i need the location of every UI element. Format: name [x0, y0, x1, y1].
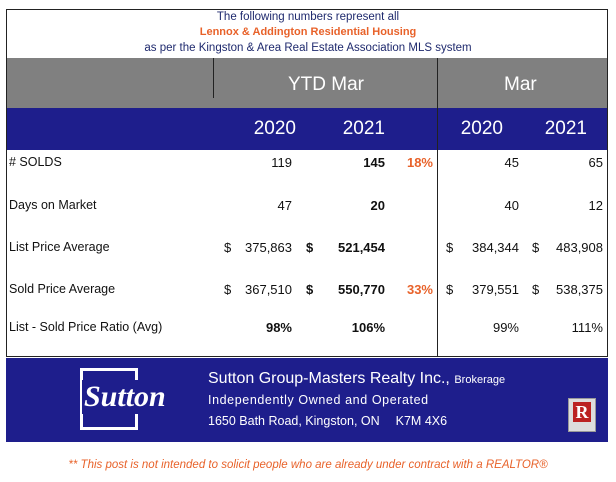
currency-symbol: $: [306, 240, 314, 255]
year-ytd-2021: 2021: [342, 118, 385, 139]
ytd-2021-value: 20: [370, 198, 385, 213]
mar-2020-value: 99%: [492, 320, 519, 335]
pct-change: 18%: [406, 155, 433, 170]
mar-2021-value: 483,908: [556, 240, 603, 255]
row-label: Sold Price Average: [9, 282, 116, 296]
disclaimer: ** This post is not intended to solicit …: [68, 459, 548, 471]
currency-symbol: $: [224, 282, 232, 297]
divider: [213, 58, 214, 98]
company-name: Sutton Group-Masters Realty Inc., Broker…: [208, 370, 506, 387]
row-label: # SOLDS: [9, 155, 62, 169]
group-ytd: YTD Mar: [288, 74, 364, 95]
mar-2020-value: 384,344: [472, 240, 519, 255]
pct-change: 33%: [406, 282, 433, 297]
mar-2021-value: 12: [588, 198, 603, 213]
year-mar-2020: 2020: [460, 118, 503, 139]
currency-symbol: $: [224, 240, 232, 255]
currency-symbol: $: [306, 282, 314, 297]
mar-2020-value: 45: [504, 155, 519, 170]
row-label: List Price Average: [9, 240, 110, 254]
year-header-band: [7, 108, 607, 150]
currency-symbol: $: [532, 240, 540, 255]
header-region: Lennox & Addington Residential Housing: [199, 26, 417, 38]
mar-2021-value: 538,375: [556, 282, 603, 297]
mar-2020-value: 40: [504, 198, 519, 213]
realtor-logo-icon: R: [568, 398, 596, 432]
mar-2021-value: 65: [588, 155, 603, 170]
brokerage-footer: Sutton Sutton Group-Masters Realty Inc.,…: [6, 358, 608, 442]
row-label: List - Sold Price Ratio (Avg): [9, 320, 163, 334]
header-line-1: The following numbers represent all: [216, 11, 400, 23]
group-month: Mar: [504, 74, 537, 95]
mar-2021-value: 111%: [571, 320, 603, 335]
ytd-2020-value: 367,510: [245, 282, 292, 297]
ytd-2020-value: 98%: [265, 320, 292, 335]
ytd-2020-value: 47: [277, 198, 292, 213]
ytd-2020-value: 375,863: [245, 240, 292, 255]
row-label: Days on Market: [9, 198, 97, 212]
ytd-2021-value: 521,454: [338, 240, 385, 255]
currency-symbol: $: [446, 282, 454, 297]
year-ytd-2020: 2020: [253, 118, 296, 139]
stats-table-frame: [6, 9, 608, 357]
period-header-band: [7, 58, 607, 108]
tagline: Independently Owned and Operated: [208, 393, 429, 407]
currency-symbol: $: [532, 282, 540, 297]
address: 1650 Bath Road, Kingston, ON K7M 4X6: [208, 414, 448, 428]
mar-2020-value: 379,551: [472, 282, 519, 297]
ytd-2020-value: 119: [271, 155, 292, 170]
sutton-logo: Sutton: [82, 380, 168, 414]
ytd-2021-value: 145: [363, 155, 385, 170]
year-mar-2021: 2021: [544, 118, 587, 139]
header-line-3: as per the Kingston & Area Real Estate A…: [144, 42, 472, 54]
currency-symbol: $: [446, 240, 454, 255]
ytd-2021-value: 550,770: [338, 282, 385, 297]
divider: [437, 58, 438, 356]
ytd-2021-value: 106%: [351, 320, 385, 335]
